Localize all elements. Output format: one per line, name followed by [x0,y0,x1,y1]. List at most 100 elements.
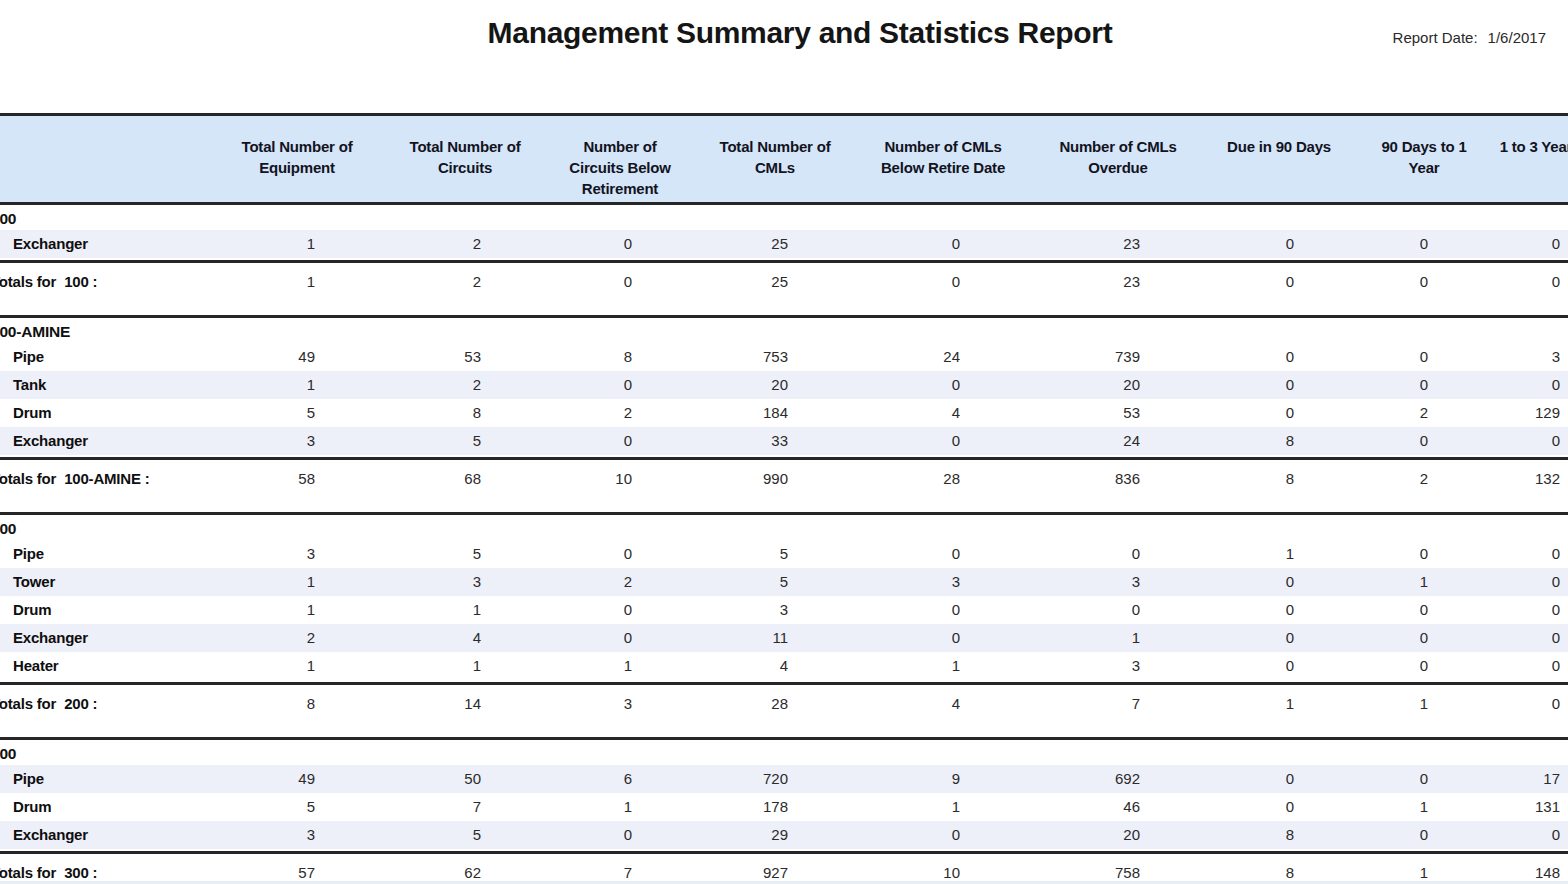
totals-value-cell: 1 [1164,695,1294,712]
column-header: 1 to 3 Years [1455,136,1568,157]
value-cell: 0 [1164,230,1294,258]
totals-value-cell: 14 [351,695,481,712]
value-cell: 0 [1298,652,1428,680]
value-cell: 25 [658,230,788,258]
totals-value-cell: 28 [830,470,960,487]
value-cell: 0 [1430,230,1560,258]
value-cell: 49 [185,343,315,371]
totals-value-cell: 62 [351,864,481,881]
totals-value-cell: 8 [185,695,315,712]
value-cell: 0 [1298,821,1428,849]
value-cell: 2 [1298,399,1428,427]
totals-row: Totals for 100-AMINE :586810990288368213… [0,460,1568,512]
equipment-row: Exchanger12025023000 [0,230,1568,258]
totals-value-cell: 132 [1430,470,1560,487]
equipment-row: Heater111413000 [0,652,1568,680]
column-header: Total Number of Circuits [380,136,550,178]
totals-value-cell: 10 [502,470,632,487]
totals-value-cell: 7 [502,864,632,881]
report-date-label: Report Date: [1393,29,1478,46]
equipment-row: Pipe4953875324739003 [0,343,1568,371]
value-cell: 2 [351,371,481,399]
value-cell: 0 [1164,596,1294,624]
report-date: Report Date: 1/6/2017 [1393,29,1546,46]
totals-value-cell: 0 [502,273,632,290]
value-cell: 0 [1298,540,1428,568]
value-cell: 1 [502,793,632,821]
equipment-row: Drum58218445302129 [0,399,1568,427]
equipment-row: Pipe350500100 [0,540,1568,568]
equipment-row: Exchanger35029020800 [0,821,1568,849]
totals-row: Totals for 200 :81432847110 [0,685,1568,737]
value-cell: 0 [1298,596,1428,624]
value-cell: 0 [1164,343,1294,371]
value-cell: 0 [1164,765,1294,793]
totals-value-cell: 1 [1298,864,1428,881]
value-cell: 1 [351,652,481,680]
value-cell: 0 [830,230,960,258]
value-cell: 3 [1010,652,1140,680]
totals-value-cell: 0 [830,273,960,290]
value-cell: 720 [658,765,788,793]
equipment-row: Exchanger2401101000 [0,624,1568,652]
value-cell: 23 [1010,230,1140,258]
value-cell: 0 [1164,568,1294,596]
value-cell: 178 [658,793,788,821]
totals-value-cell: 25 [658,273,788,290]
value-cell: 0 [1298,765,1428,793]
value-cell: 0 [1010,596,1140,624]
value-cell: 20 [1010,371,1140,399]
value-cell: 17 [1430,765,1560,793]
equipment-row: Exchanger35033024800 [0,427,1568,455]
totals-value-cell: 8 [1164,470,1294,487]
totals-row: Totals for 300 :576279271075881148 [0,854,1568,884]
group-label-row: 100-AMINE [0,318,1568,343]
value-cell: 2 [502,399,632,427]
totals-value-cell: 148 [1430,864,1560,881]
value-cell: 0 [1164,793,1294,821]
totals-value-cell: 7 [1010,695,1140,712]
value-cell: 8 [1164,821,1294,849]
column-header: Number of CMLs Overdue [1033,136,1203,178]
value-cell: 8 [1164,427,1294,455]
value-cell: 0 [830,371,960,399]
value-cell: 3 [658,596,788,624]
report-date-value: 1/6/2017 [1488,29,1546,46]
totals-value-cell: 4 [830,695,960,712]
group-label-row: 200 [0,515,1568,540]
value-cell: 4 [658,652,788,680]
value-cell: 0 [1298,371,1428,399]
page-title: Management Summary and Statistics Report [300,16,1300,50]
value-cell: 29 [658,821,788,849]
report-page: Management Summary and Statistics Report… [0,0,1568,884]
totals-value-cell: 10 [830,864,960,881]
value-cell: 7 [351,793,481,821]
value-cell: 1 [185,596,315,624]
value-cell: 8 [351,399,481,427]
totals-value-cell: 990 [658,470,788,487]
value-cell: 2 [185,624,315,652]
value-cell: 0 [830,540,960,568]
value-cell: 50 [351,765,481,793]
value-cell: 0 [1010,540,1140,568]
value-cell: 2 [502,568,632,596]
value-cell: 5 [658,540,788,568]
value-cell: 8 [502,343,632,371]
group-name: 300 [0,740,311,767]
value-cell: 5 [658,568,788,596]
totals-value-cell: 68 [351,470,481,487]
value-cell: 3 [185,821,315,849]
value-cell: 3 [1010,568,1140,596]
value-cell: 0 [1298,624,1428,652]
value-cell: 0 [502,624,632,652]
value-cell: 0 [830,821,960,849]
value-cell: 9 [830,765,960,793]
value-cell: 3 [351,568,481,596]
value-cell: 0 [1430,427,1560,455]
value-cell: 1 [185,568,315,596]
value-cell: 0 [1298,427,1428,455]
equipment-row: Tower132533010 [0,568,1568,596]
value-cell: 0 [1164,624,1294,652]
value-cell: 0 [1430,568,1560,596]
totals-value-cell: 0 [1430,273,1560,290]
